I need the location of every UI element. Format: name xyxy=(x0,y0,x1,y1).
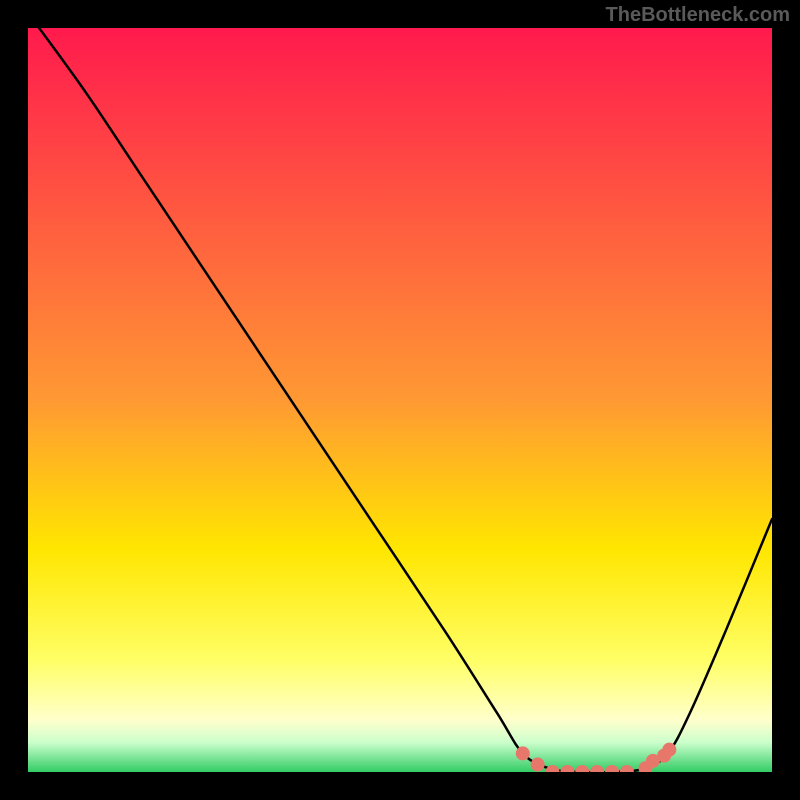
watermark-text: TheBottleneck.com xyxy=(606,4,790,27)
chart-container xyxy=(28,28,772,772)
valley-point xyxy=(546,765,560,772)
valley-point xyxy=(662,743,676,757)
bottleneck-curve xyxy=(28,28,772,772)
valley-point xyxy=(531,758,545,772)
valley-point xyxy=(560,765,574,772)
valley-point xyxy=(590,765,604,772)
valley-points xyxy=(516,743,677,772)
valley-point xyxy=(516,746,530,760)
valley-point xyxy=(605,765,619,772)
valley-point xyxy=(620,765,634,772)
valley-point xyxy=(575,765,589,772)
curve-line xyxy=(39,28,772,772)
